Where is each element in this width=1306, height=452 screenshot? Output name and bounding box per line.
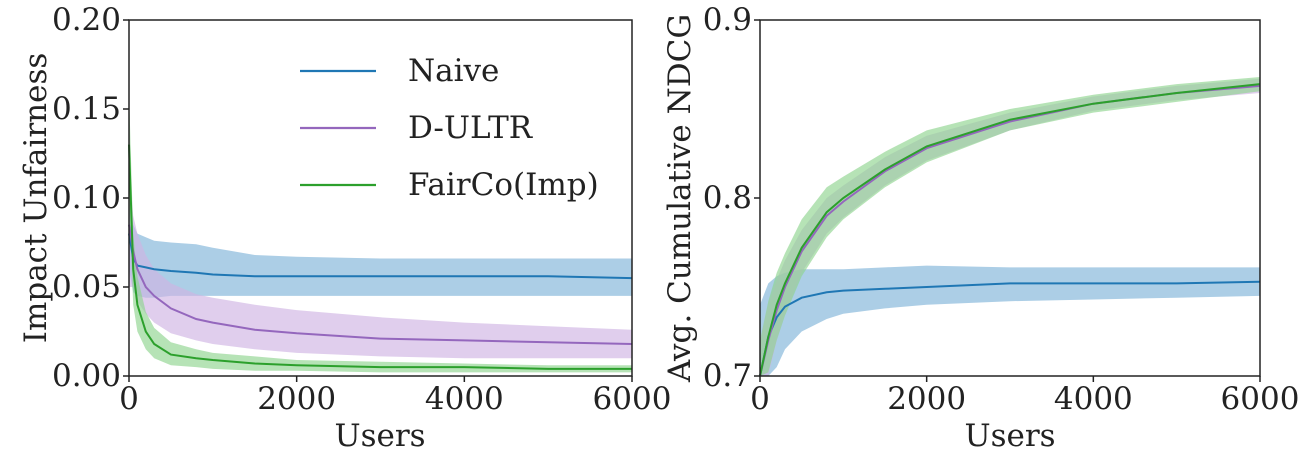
y-tick-label: 0.8 xyxy=(703,180,752,216)
y-tick-label: 0.9 xyxy=(703,2,752,38)
y-tick-label: 0.05 xyxy=(52,269,121,305)
naive-confidence-band xyxy=(760,265,1260,376)
x-axis-label: Users xyxy=(964,418,1055,452)
fairco-imp-legend-label: FairCo(Imp) xyxy=(408,167,599,203)
naive-line xyxy=(759,280,1261,377)
y-tick-label: 0.7 xyxy=(703,358,752,394)
x-tick-label: 2000 xyxy=(887,381,966,417)
x-axis-label: Users xyxy=(334,418,425,452)
y-tick-label: 0.15 xyxy=(52,91,121,127)
avg-cumulative-ndcg-chart: 0 2000 4000 6000 0.7 0.8 0.9 Users Avg. Cumula… xyxy=(662,2,1299,452)
d-ultr-confidence-band xyxy=(129,162,632,359)
x-tick-label: 6000 xyxy=(1221,381,1300,417)
x-tick-label: 2000 xyxy=(257,381,336,417)
x-tick-label: 0 xyxy=(119,381,139,417)
y-axis-label: Impact Unfairness xyxy=(18,53,54,344)
x-tick-label: 0 xyxy=(750,381,770,417)
naive-confidence-band xyxy=(129,198,632,298)
y-tick-label: 0.20 xyxy=(52,2,121,38)
y-tick-label: 0.10 xyxy=(52,180,121,216)
naive-legend-label: Naive xyxy=(408,53,499,89)
d-ultr-line xyxy=(128,224,633,345)
legend: Naive D-ULTR FairCo(Imp) xyxy=(300,53,599,203)
fairco-imp-line xyxy=(128,144,632,370)
fairco-imp-line xyxy=(759,83,1261,377)
x-tick-label: 4000 xyxy=(425,381,504,417)
y-axis-label: Avg. Cumulative NDCG xyxy=(662,14,698,383)
naive-line xyxy=(128,233,633,280)
d-ultr-legend-label: D-ULTR xyxy=(408,110,534,146)
x-tick-label: 4000 xyxy=(1054,381,1133,417)
fairco-imp-confidence-band xyxy=(760,77,1260,376)
x-tick-label: 6000 xyxy=(593,381,672,417)
y-tick-label: 0.00 xyxy=(52,358,121,394)
